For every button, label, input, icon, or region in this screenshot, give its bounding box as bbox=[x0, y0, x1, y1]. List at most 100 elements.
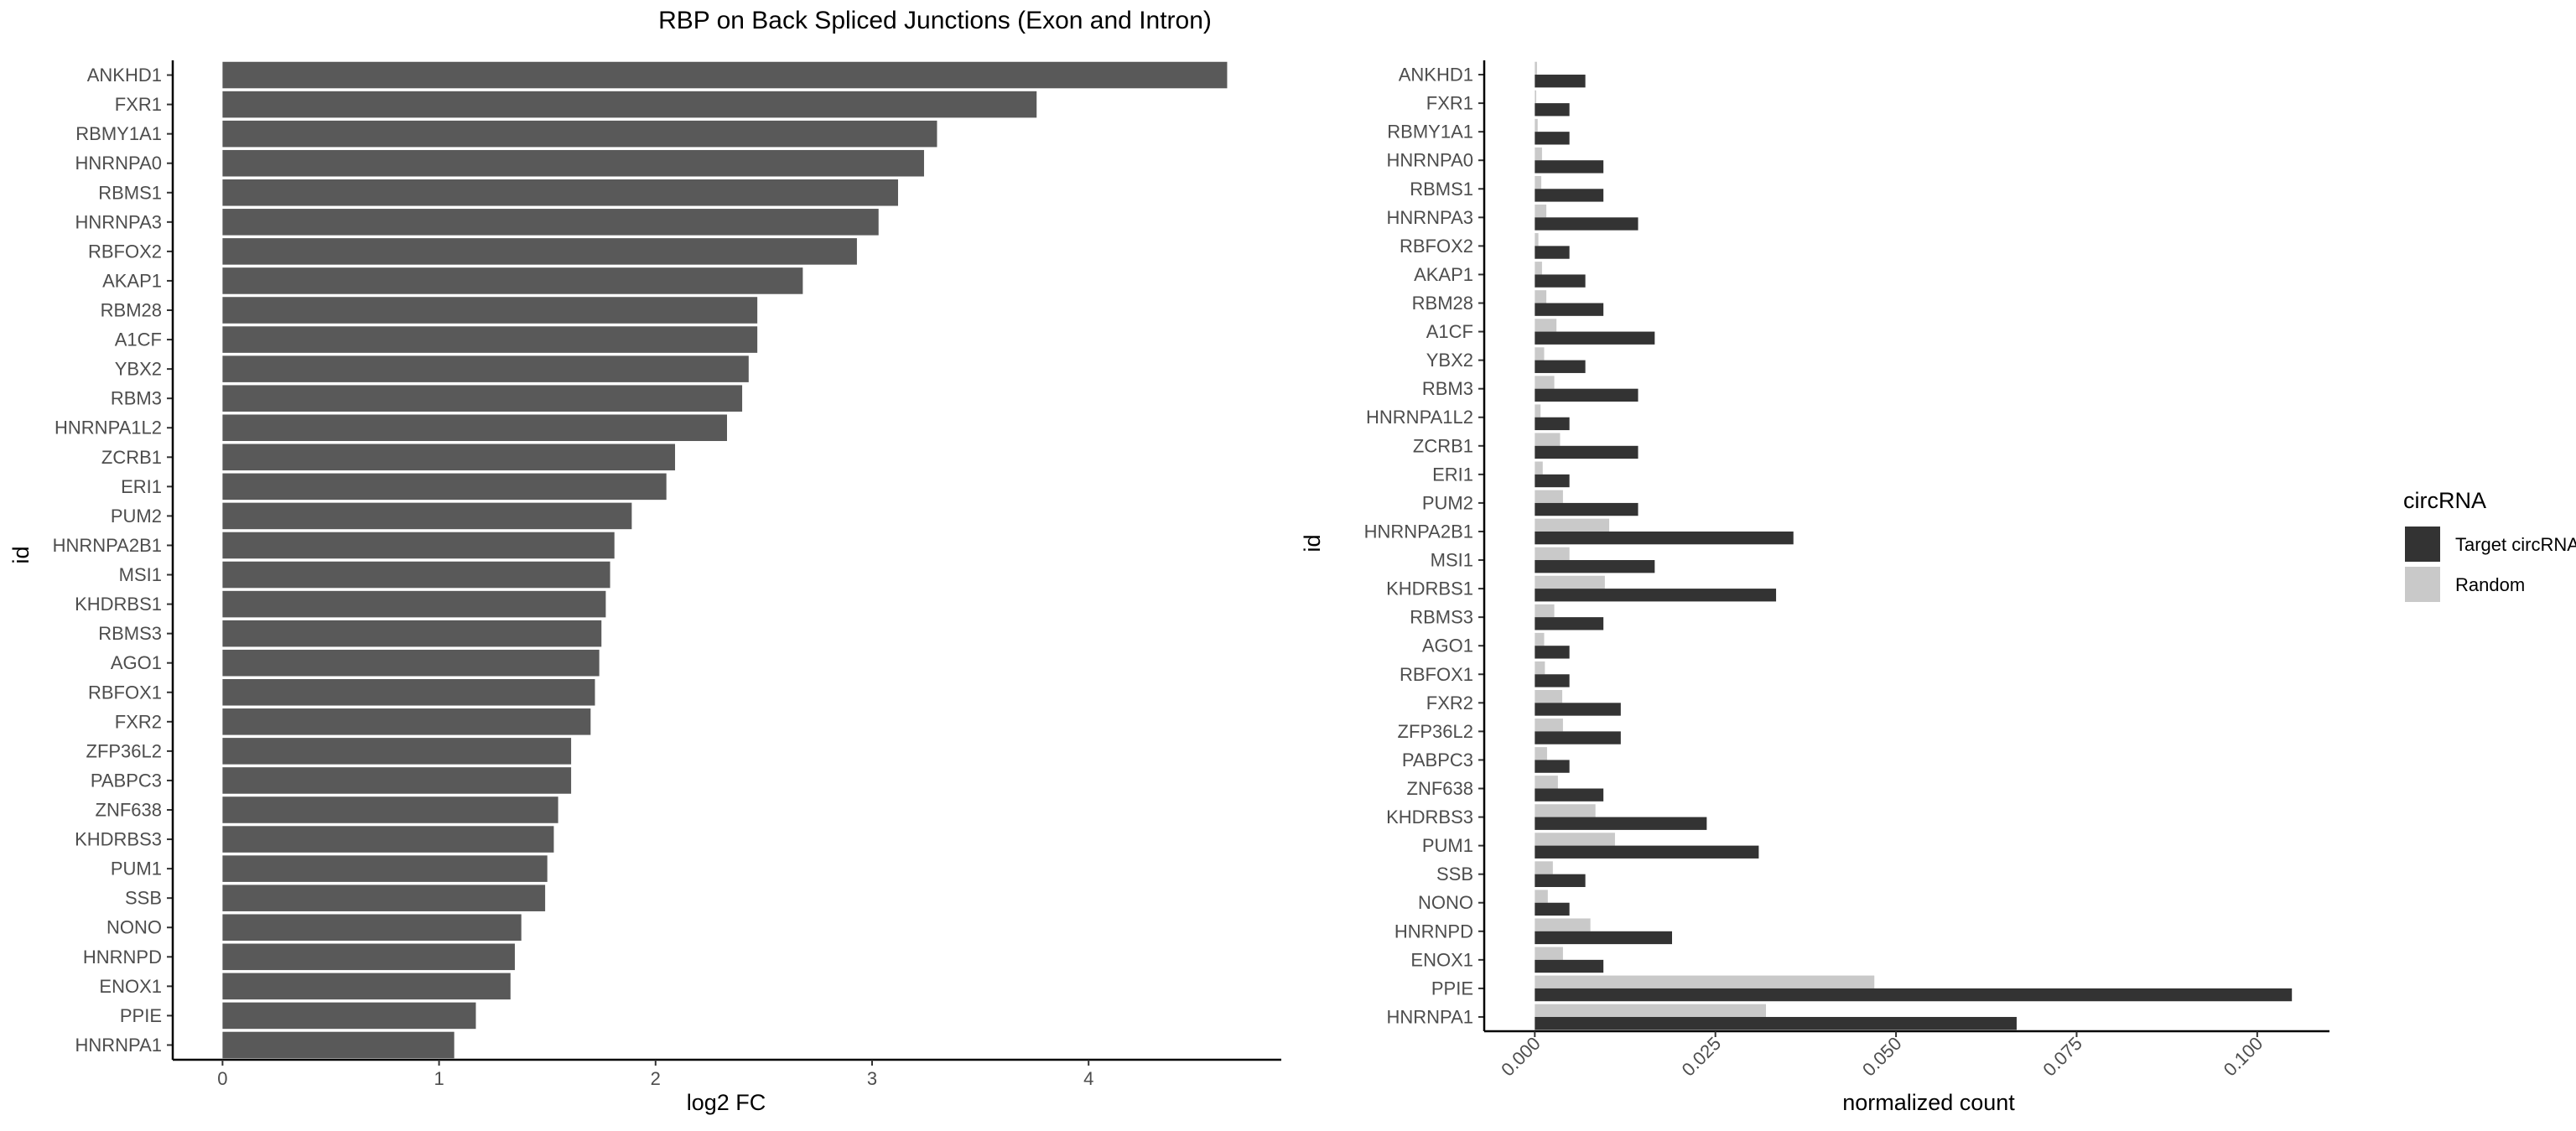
bar-target bbox=[1535, 617, 1604, 630]
y-tick-label: PPIE bbox=[120, 1005, 162, 1026]
legend-swatch-random bbox=[2405, 567, 2440, 602]
y-tick-label: YBX2 bbox=[115, 359, 162, 380]
bar-random bbox=[1535, 233, 1539, 246]
y-tick-label: RBMS1 bbox=[1410, 179, 1473, 200]
bar bbox=[222, 855, 548, 882]
bar bbox=[222, 267, 803, 294]
bar-random bbox=[1535, 347, 1545, 361]
y-tick-label: ENOX1 bbox=[1410, 949, 1473, 970]
y-tick-label: ERI1 bbox=[1432, 464, 1473, 485]
bar bbox=[222, 973, 511, 1000]
bar bbox=[222, 708, 591, 735]
bar-random bbox=[1535, 804, 1596, 817]
bar-target bbox=[1535, 417, 1570, 431]
y-tick-label: HNRNPA1L2 bbox=[55, 418, 162, 438]
bar-random bbox=[1535, 262, 1542, 275]
bar-target bbox=[1535, 132, 1570, 145]
bar bbox=[222, 738, 572, 765]
normalized-count-panel: id normalized count ANKHD1 FXR1 RBMY1A1 HNR… bbox=[1300, 60, 2329, 1115]
legend-swatch-target bbox=[2405, 527, 2440, 562]
bar-random bbox=[1535, 575, 1605, 589]
y-tick-label: KHDRBS1 bbox=[1386, 578, 1473, 599]
bar-target bbox=[1535, 160, 1604, 174]
bar bbox=[222, 326, 758, 353]
bar bbox=[222, 149, 924, 177]
y-tick-label: AGO1 bbox=[1422, 636, 1473, 656]
x-tick-label: 0 bbox=[217, 1068, 227, 1089]
bar-target bbox=[1535, 988, 2293, 1002]
bar-random bbox=[1535, 861, 1553, 874]
bar bbox=[222, 444, 676, 471]
y-tick-label: KHDRBS3 bbox=[75, 829, 162, 850]
chart-title: RBP on Back Spliced Junctions (Exon and … bbox=[658, 7, 1212, 34]
bar bbox=[222, 1002, 476, 1030]
bar-target bbox=[1535, 360, 1586, 373]
y-tick-label: RBMS3 bbox=[98, 623, 162, 644]
y-tick-label: ANKHD1 bbox=[87, 65, 162, 86]
bar-random bbox=[1535, 204, 1547, 218]
bar bbox=[222, 561, 610, 589]
bar-target bbox=[1535, 902, 1570, 916]
bar-target bbox=[1535, 502, 1639, 516]
log2fc-panel: id log2 FC ANKHD1 FXR1 RBMY1A1 HNRNPA0 RBMS1… bbox=[8, 60, 1281, 1115]
left-x-axis-title: log2 FC bbox=[687, 1090, 766, 1115]
right-y-axis-title: id bbox=[1300, 534, 1325, 552]
bar-target bbox=[1535, 75, 1586, 88]
y-tick-label: A1CF bbox=[115, 329, 162, 350]
y-tick-label: ZFP36L2 bbox=[1398, 721, 1474, 742]
bar bbox=[222, 502, 632, 530]
legend: circRNA Target circRNAs Random bbox=[2403, 488, 2576, 602]
y-tick-label: YBX2 bbox=[1426, 350, 1473, 371]
bar-target bbox=[1535, 103, 1570, 117]
y-tick-label: HNRNPA3 bbox=[75, 211, 162, 232]
bar-random bbox=[1535, 604, 1555, 618]
bar-target bbox=[1535, 788, 1604, 802]
left-y-axis-title: id bbox=[8, 546, 34, 563]
bar-random bbox=[1535, 833, 1615, 846]
bar-target bbox=[1535, 560, 1655, 573]
bar bbox=[222, 1031, 454, 1059]
y-tick-label: ZNF638 bbox=[96, 800, 162, 821]
bar bbox=[222, 620, 602, 647]
y-tick-label: RBM3 bbox=[1422, 378, 1473, 399]
y-tick-label: A1CF bbox=[1426, 321, 1473, 342]
x-tick-label: 0.100 bbox=[2220, 1033, 2267, 1081]
y-tick-label: FXR1 bbox=[115, 94, 162, 115]
bar-random bbox=[1535, 518, 1610, 532]
bar-random bbox=[1535, 90, 1537, 104]
bar-random bbox=[1535, 776, 1558, 789]
bar-target bbox=[1535, 531, 1794, 545]
bar-target bbox=[1535, 303, 1604, 316]
bar bbox=[222, 796, 558, 823]
bar bbox=[222, 414, 727, 442]
y-tick-label: PABPC3 bbox=[91, 770, 162, 791]
bar bbox=[222, 885, 546, 911]
y-tick-label: RBMS3 bbox=[1410, 607, 1473, 628]
y-tick-label: RBFOX2 bbox=[88, 241, 162, 262]
y-tick-label: RBM3 bbox=[111, 388, 162, 409]
bar-random bbox=[1535, 118, 1538, 132]
bar bbox=[222, 914, 522, 942]
bar-random bbox=[1535, 319, 1557, 332]
bar-random bbox=[1535, 404, 1541, 418]
y-tick-label: ZCRB1 bbox=[101, 447, 162, 468]
y-tick-label: AKAP1 bbox=[1414, 264, 1473, 285]
bar-random bbox=[1535, 290, 1547, 304]
y-tick-label: ENOX1 bbox=[99, 976, 162, 997]
y-tick-label: PUM2 bbox=[1422, 492, 1473, 513]
bar bbox=[222, 238, 857, 265]
y-tick-label: RBMS1 bbox=[98, 182, 162, 203]
y-tick-label: PUM2 bbox=[111, 506, 162, 527]
y-tick-label: HNRNPA2B1 bbox=[53, 535, 162, 556]
y-tick-label: RBFOX2 bbox=[1400, 236, 1473, 257]
bar bbox=[222, 297, 758, 324]
y-tick-label: MSI1 bbox=[119, 564, 162, 585]
y-tick-label: HNRNPA1 bbox=[1386, 1006, 1473, 1027]
bar-random bbox=[1535, 719, 1563, 732]
bar-target bbox=[1535, 1016, 2017, 1030]
bar-random bbox=[1535, 918, 1591, 931]
bar-target bbox=[1535, 874, 1586, 888]
y-tick-label: HNRNPA2B1 bbox=[1364, 521, 1473, 542]
bar bbox=[222, 826, 554, 853]
y-tick-label: HNRNPA3 bbox=[1386, 207, 1473, 228]
